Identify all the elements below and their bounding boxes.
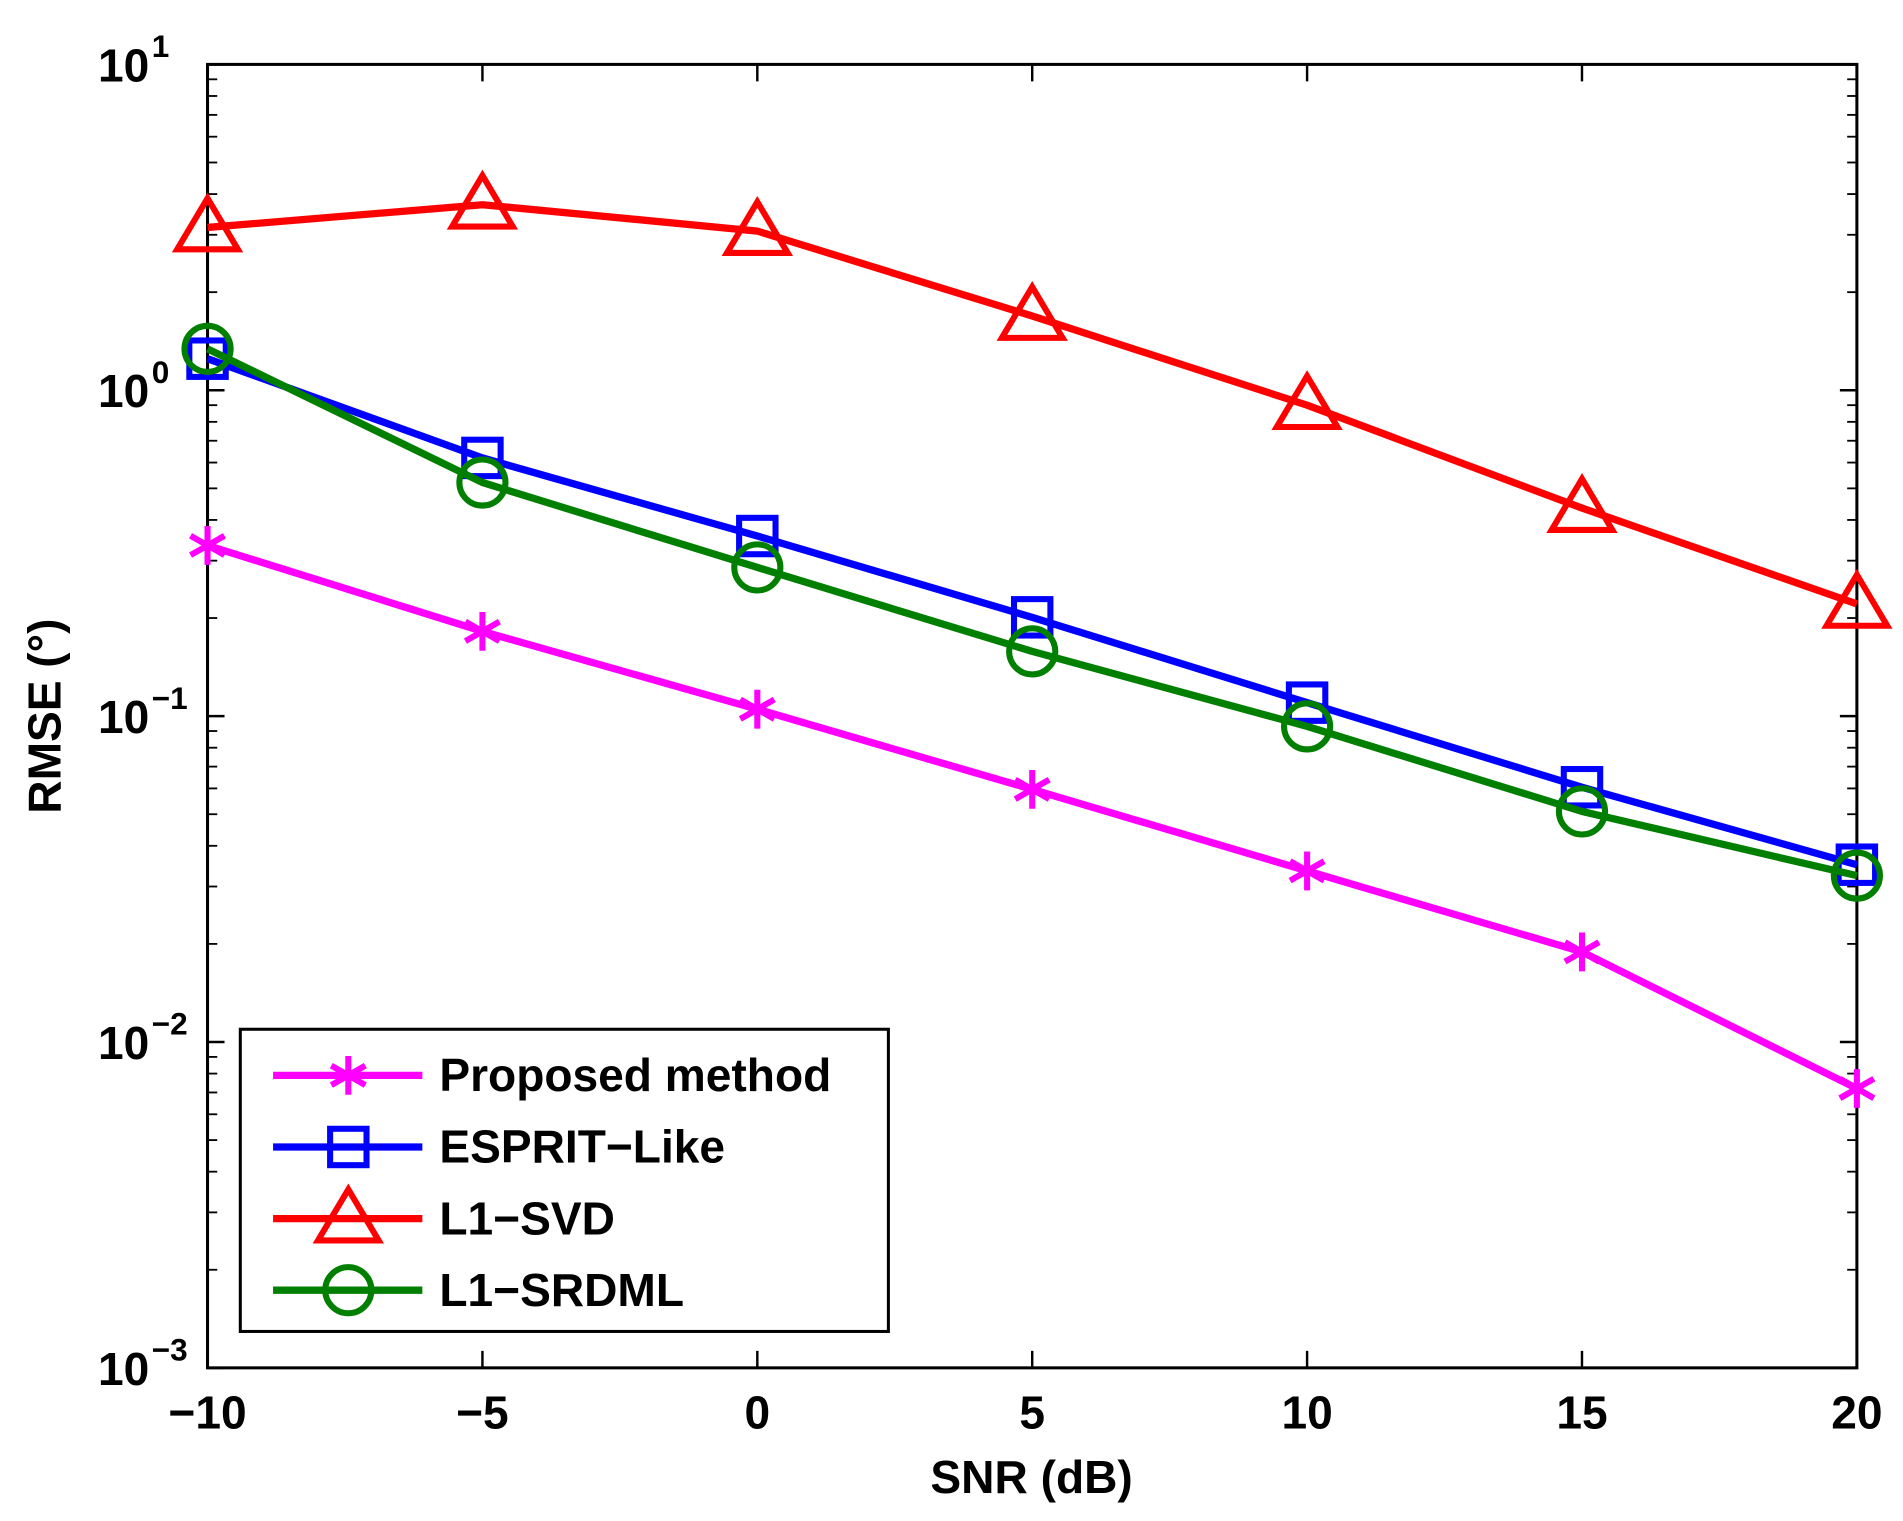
y-tick-exponent: −3 <box>152 1332 188 1368</box>
legend-label: L1−SRDML <box>439 1264 684 1316</box>
x-tick-label: 0 <box>744 1387 770 1439</box>
y-tick-exponent: 0 <box>152 354 170 390</box>
asterisk-stroke <box>329 1063 367 1088</box>
x-tick-label: 5 <box>1019 1387 1045 1439</box>
legend-label: Proposed method <box>439 1049 831 1101</box>
x-axis-label: SNR (dB) <box>930 1451 1132 1503</box>
asterisk-stroke <box>738 696 776 722</box>
circle-marker <box>181 322 234 375</box>
legend-item: ESPRIT−Like <box>273 1121 725 1173</box>
triangle-marker <box>996 280 1068 341</box>
triangle-marker <box>446 169 519 230</box>
circle-marker <box>456 456 509 509</box>
circle-marker <box>1281 700 1334 753</box>
asterisk-marker <box>1563 932 1601 972</box>
legend-label: ESPRIT−Like <box>439 1121 725 1173</box>
triangle-marker <box>312 1183 384 1244</box>
legend: Proposed method ESPRIT−Like L1−SVD L1−SRDML <box>238 1027 890 1333</box>
legend-label: L1−SVD <box>439 1192 615 1244</box>
asterisk-marker <box>1288 851 1326 891</box>
asterisk-stroke <box>1838 1076 1876 1101</box>
asterisk-marker <box>1838 1069 1876 1108</box>
x-tick-label: 20 <box>1831 1387 1882 1439</box>
asterisk-marker <box>463 611 501 651</box>
x-tick-label: −10 <box>168 1387 246 1439</box>
circle-marker <box>1555 785 1609 838</box>
y-tick-label: 10 <box>98 39 149 91</box>
series-line <box>207 201 1859 608</box>
legend-item: L1−SRDML <box>273 1264 684 1317</box>
legend-item: L1−SVD <box>273 1183 615 1244</box>
asterisk-marker <box>189 526 227 565</box>
series-2 <box>171 169 1893 629</box>
x-tick-label: 10 <box>1281 1387 1332 1439</box>
triangle-marker <box>1271 370 1343 431</box>
square-marker <box>1285 681 1329 724</box>
triangle-marker <box>1546 473 1618 533</box>
circle-marker <box>1830 849 1883 902</box>
y-tick-label: 10 <box>98 1017 149 1069</box>
triangle-marker <box>721 196 793 256</box>
y-tick-exponent: 1 <box>152 28 170 64</box>
series-line <box>205 345 1858 880</box>
asterisk-marker <box>329 1055 367 1095</box>
series-3 <box>181 322 1883 902</box>
circle-marker <box>1006 625 1059 678</box>
x-tick-label: 15 <box>1556 1387 1607 1439</box>
asterisk-marker <box>738 689 776 729</box>
legend-item: Proposed method <box>273 1049 831 1101</box>
square-marker <box>327 1125 370 1169</box>
square-marker <box>461 436 504 480</box>
y-tick-label: 10 <box>98 365 149 417</box>
triangle-marker <box>1821 568 1893 629</box>
circle-marker <box>322 1264 375 1317</box>
x-tick-label: −5 <box>456 1387 509 1439</box>
asterisk-stroke <box>189 533 227 558</box>
y-tick-label: 10 <box>98 691 149 743</box>
y-tick-exponent: −1 <box>152 680 188 716</box>
y-axis-label: RMSE (°) <box>19 619 71 814</box>
square-marker <box>1560 766 1604 809</box>
square-marker <box>736 514 779 558</box>
asterisk-stroke <box>1013 777 1051 802</box>
series-0 <box>189 526 1876 1108</box>
y-tick-label: 10 <box>98 1343 149 1395</box>
triangle-marker <box>171 192 244 253</box>
square-marker <box>1010 596 1054 639</box>
asterisk-stroke <box>463 619 501 644</box>
asterisk-stroke <box>1288 858 1326 884</box>
y-tick-exponent: −2 <box>152 1006 188 1042</box>
asterisk-stroke <box>1563 939 1601 965</box>
circle-marker <box>731 541 784 594</box>
asterisk-marker <box>1013 769 1051 809</box>
